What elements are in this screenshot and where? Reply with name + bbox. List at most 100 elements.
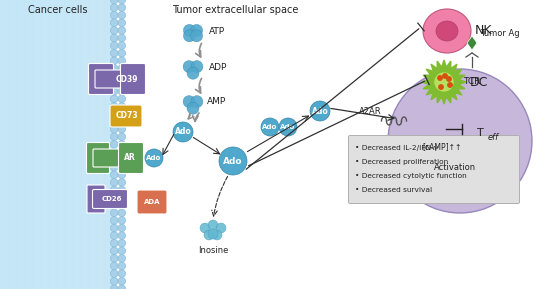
Text: AR: AR (124, 153, 136, 162)
Circle shape (187, 102, 199, 114)
Text: • Decreased survival: • Decreased survival (355, 187, 432, 193)
Circle shape (208, 229, 218, 239)
Bar (96, 0, 106, 289)
Circle shape (261, 118, 279, 136)
Circle shape (110, 125, 118, 133)
Circle shape (110, 216, 118, 224)
Text: CD39: CD39 (116, 75, 138, 84)
Text: Activation: Activation (434, 162, 476, 171)
Circle shape (447, 77, 451, 81)
Circle shape (118, 247, 126, 255)
Circle shape (110, 110, 118, 118)
Bar (48, 0, 58, 289)
Text: TCR: TCR (463, 77, 481, 86)
Ellipse shape (388, 69, 532, 213)
FancyBboxPatch shape (119, 142, 144, 173)
Circle shape (110, 201, 118, 209)
Circle shape (110, 42, 118, 49)
Bar (40, 0, 50, 289)
Circle shape (118, 224, 126, 232)
Circle shape (435, 73, 453, 91)
Text: A2AR: A2AR (359, 107, 381, 116)
Circle shape (110, 49, 118, 57)
Circle shape (204, 230, 214, 240)
Circle shape (110, 285, 118, 289)
Text: Ado: Ado (174, 127, 192, 136)
Polygon shape (467, 36, 477, 50)
Circle shape (118, 125, 126, 133)
Ellipse shape (423, 9, 471, 53)
Text: Ado: Ado (280, 124, 296, 130)
Circle shape (110, 80, 118, 87)
Circle shape (110, 141, 118, 148)
Circle shape (191, 96, 203, 108)
Circle shape (183, 96, 195, 108)
FancyBboxPatch shape (110, 105, 142, 127)
Text: Ado: Ado (223, 157, 243, 166)
Circle shape (219, 147, 247, 175)
Text: Tumor Ag: Tumor Ag (480, 29, 519, 38)
Circle shape (443, 74, 447, 78)
Circle shape (118, 34, 126, 42)
Circle shape (110, 0, 118, 4)
Circle shape (183, 24, 195, 36)
Bar (0, 0, 114, 289)
Circle shape (110, 118, 118, 125)
Circle shape (110, 57, 118, 65)
Circle shape (190, 30, 203, 42)
Circle shape (212, 230, 222, 240)
FancyBboxPatch shape (137, 190, 167, 214)
Circle shape (110, 239, 118, 247)
Bar (8, 0, 18, 289)
Circle shape (110, 255, 118, 262)
Text: AMP: AMP (207, 97, 226, 107)
Circle shape (118, 171, 126, 179)
Circle shape (118, 216, 126, 224)
Circle shape (118, 4, 126, 11)
Circle shape (310, 101, 330, 121)
Circle shape (110, 72, 118, 80)
Bar (104, 0, 114, 289)
Text: [cAMP]↑↑: [cAMP]↑↑ (422, 142, 461, 151)
Bar (32, 0, 42, 289)
Circle shape (448, 83, 452, 87)
Text: Cancer cells: Cancer cells (28, 5, 88, 15)
FancyBboxPatch shape (95, 70, 137, 88)
Text: Ado: Ado (146, 155, 162, 161)
Circle shape (187, 67, 199, 79)
Circle shape (216, 223, 226, 233)
Circle shape (183, 61, 195, 73)
Circle shape (110, 163, 118, 171)
Text: DC: DC (470, 75, 489, 88)
Ellipse shape (436, 21, 458, 41)
Circle shape (110, 95, 118, 103)
Circle shape (110, 34, 118, 42)
Bar (56, 0, 66, 289)
Circle shape (118, 277, 126, 285)
Text: Tumor extracellular space: Tumor extracellular space (172, 5, 298, 15)
Text: • Decreased cytolytic function: • Decreased cytolytic function (355, 173, 467, 179)
Circle shape (118, 87, 126, 95)
Circle shape (173, 122, 193, 142)
Bar (112, 0, 122, 289)
Text: Ado: Ado (312, 107, 328, 116)
Circle shape (110, 194, 118, 201)
Text: Ado: Ado (262, 124, 278, 130)
Circle shape (118, 186, 126, 194)
Circle shape (118, 285, 126, 289)
Text: CD26: CD26 (102, 196, 122, 202)
Circle shape (110, 270, 118, 277)
Text: CD73: CD73 (116, 112, 139, 121)
Circle shape (110, 4, 118, 11)
Circle shape (118, 110, 126, 118)
Circle shape (118, 95, 126, 103)
Circle shape (110, 133, 118, 141)
Circle shape (145, 149, 163, 167)
Circle shape (439, 85, 443, 89)
FancyBboxPatch shape (348, 136, 519, 203)
Polygon shape (422, 60, 466, 104)
Circle shape (191, 61, 203, 73)
Circle shape (110, 179, 118, 186)
Circle shape (118, 201, 126, 209)
Circle shape (200, 223, 210, 233)
